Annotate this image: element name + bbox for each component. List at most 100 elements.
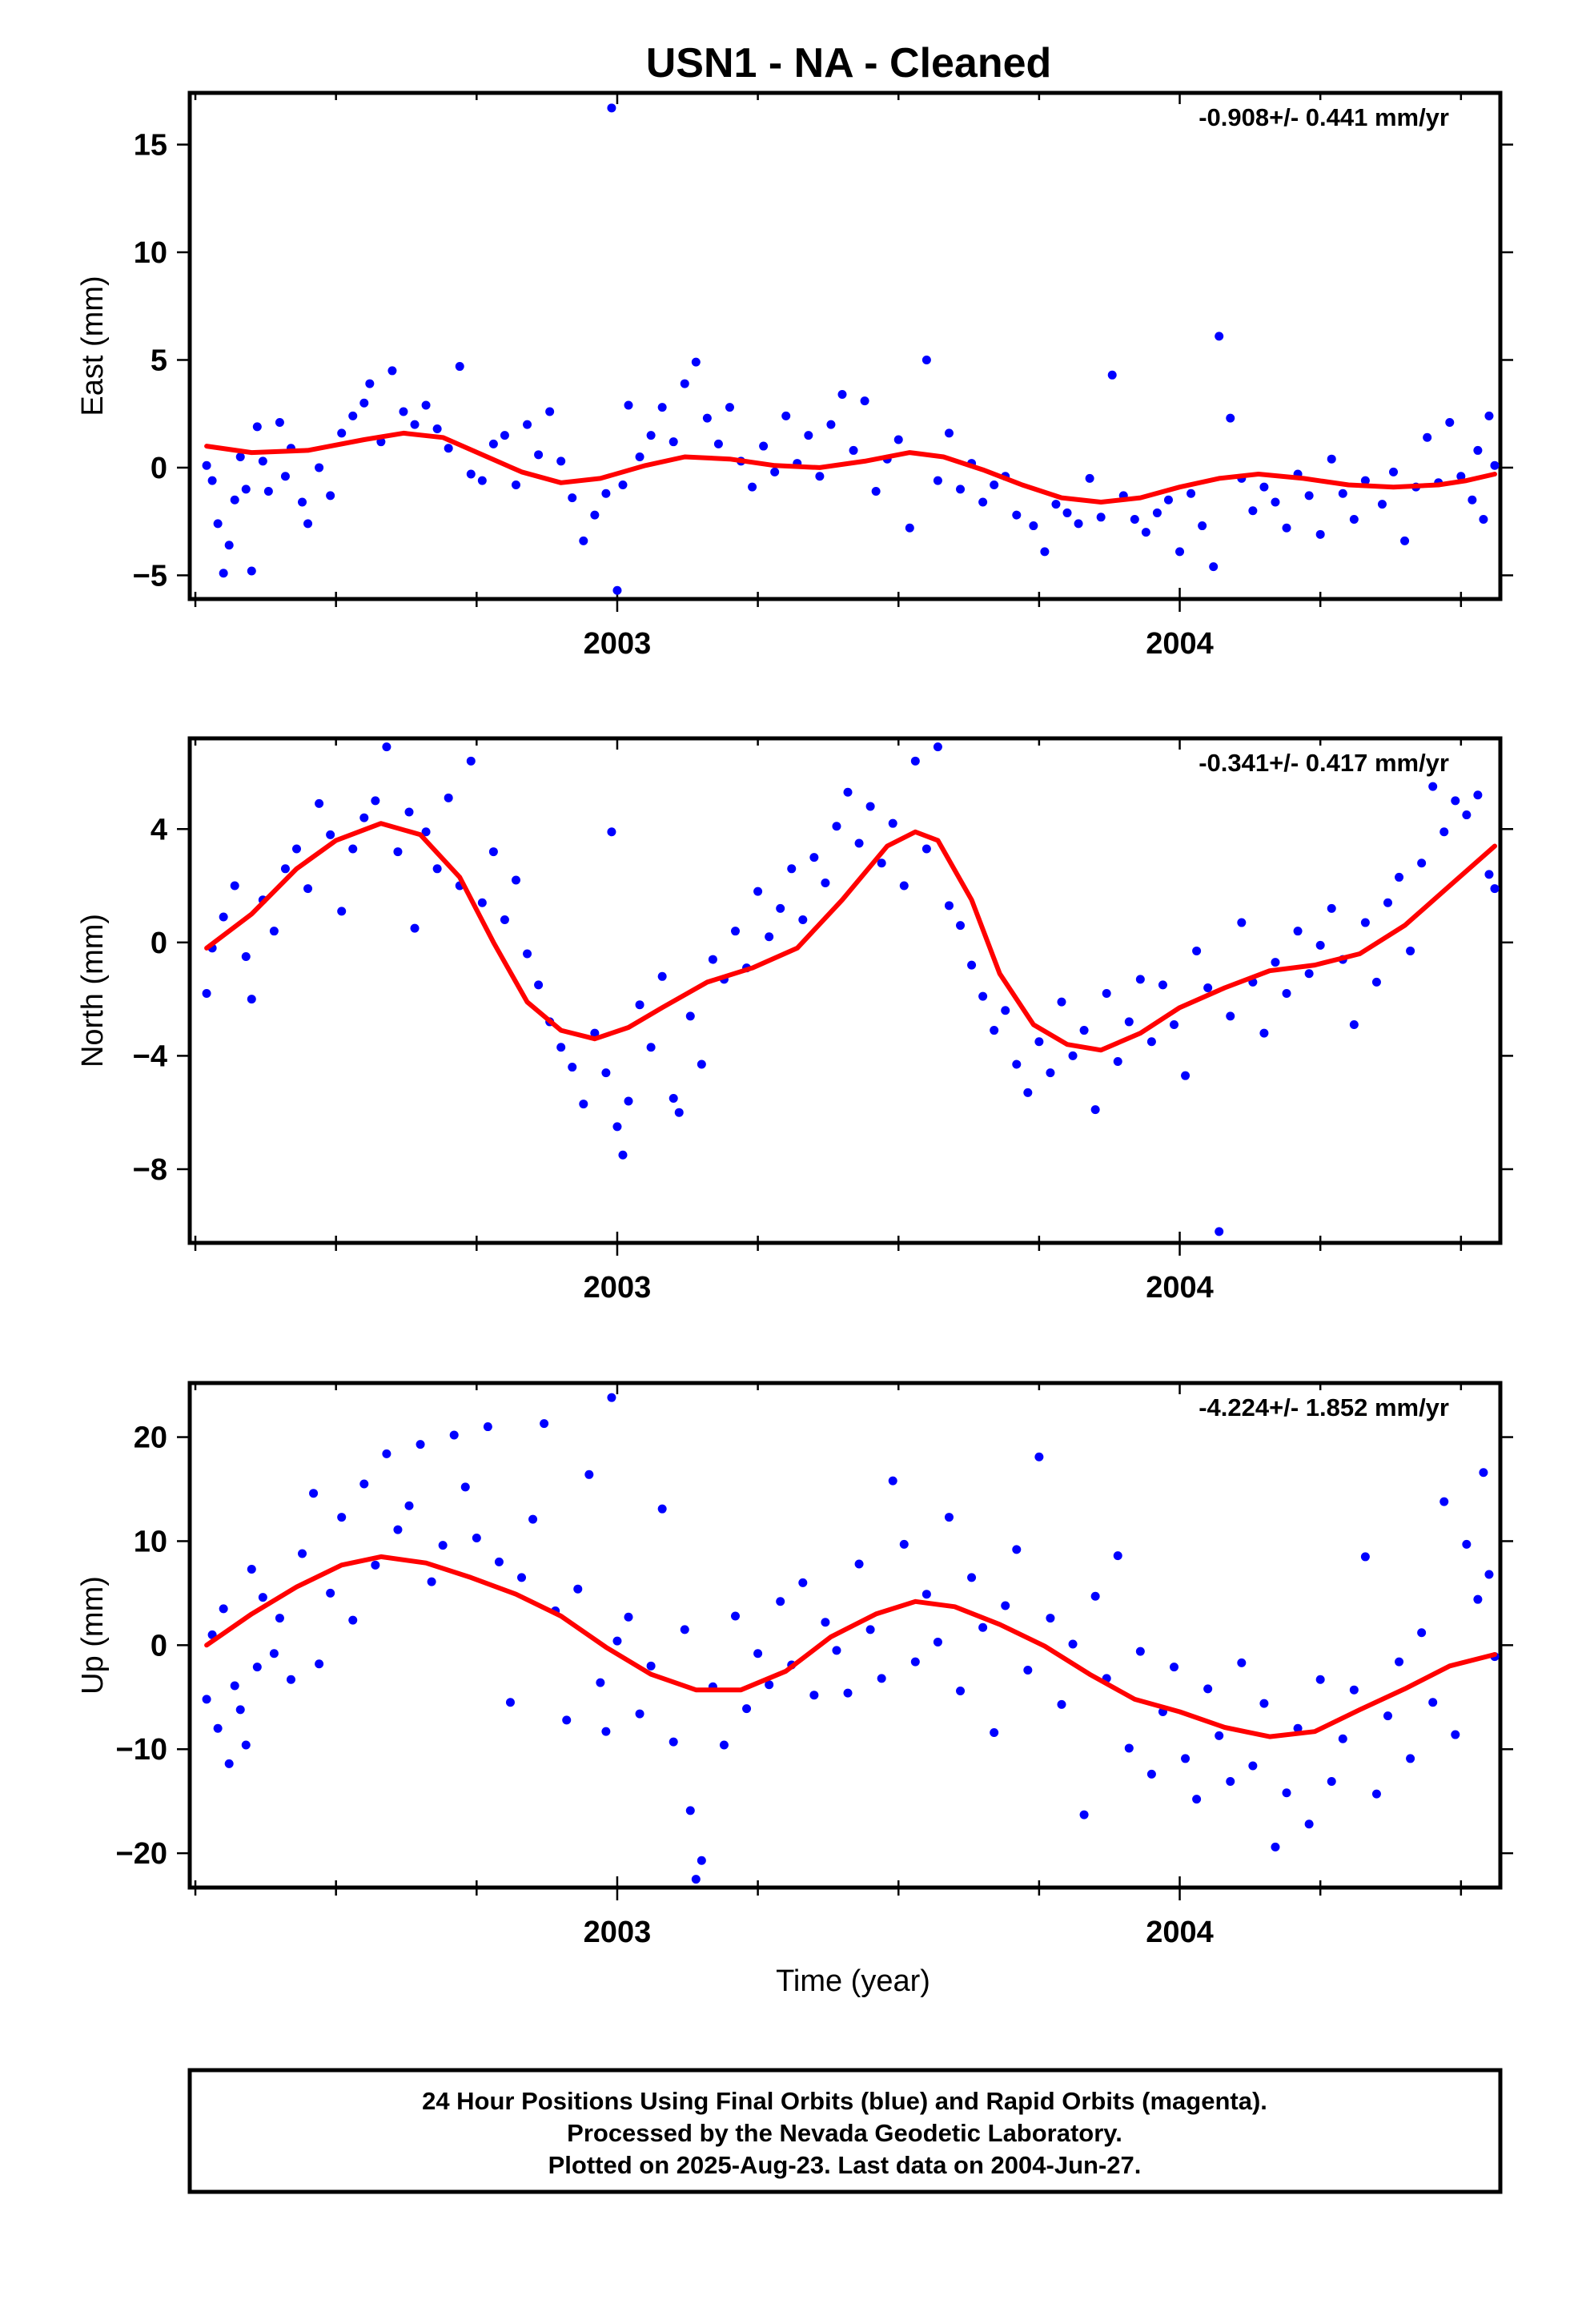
data-point <box>624 400 633 410</box>
rate-annotation: -0.908+/- 0.441 mm/yr <box>1199 103 1449 131</box>
final-orbit-points <box>202 1393 1500 1884</box>
data-point <box>427 1577 436 1586</box>
data-point <box>860 396 869 406</box>
data-point <box>213 1723 223 1733</box>
data-point <box>1423 432 1432 442</box>
data-point <box>511 875 520 885</box>
data-point <box>382 742 391 752</box>
footer-line-3: Plotted on 2025-Aug-23. Last data on 200… <box>548 2151 1142 2179</box>
data-point <box>1141 528 1150 537</box>
data-point <box>466 756 476 766</box>
data-point <box>1001 1601 1010 1610</box>
data-point <box>1113 1056 1122 1066</box>
y-tick-label: −4 <box>133 1039 167 1073</box>
data-point <box>1046 1614 1055 1623</box>
x-tick-label: 2003 <box>584 627 652 661</box>
data-point <box>854 838 864 848</box>
data-point <box>1371 977 1381 987</box>
data-point <box>1096 513 1106 522</box>
data-point <box>944 1513 954 1522</box>
data-point <box>685 1011 695 1021</box>
data-point <box>1237 918 1247 927</box>
data-point <box>601 1068 611 1078</box>
data-point <box>1428 782 1438 791</box>
data-point <box>956 921 966 931</box>
data-point <box>624 1096 633 1106</box>
data-point <box>956 485 966 494</box>
data-point <box>933 476 942 485</box>
data-point <box>348 844 358 854</box>
data-point <box>1282 989 1291 999</box>
data-point <box>280 472 290 481</box>
data-point <box>669 1737 678 1747</box>
data-point <box>562 1715 572 1725</box>
data-point <box>1484 870 1494 879</box>
data-point <box>944 901 954 911</box>
data-point <box>275 1614 284 1623</box>
data-point <box>635 1709 644 1719</box>
final-orbit-points <box>202 103 1500 595</box>
data-point <box>568 1063 577 1072</box>
data-point <box>1090 1105 1100 1115</box>
data-point <box>657 971 667 981</box>
data-point <box>1259 1699 1269 1708</box>
rate-annotation: -0.341+/- 0.417 mm/yr <box>1199 749 1449 777</box>
data-point <box>978 497 988 507</box>
data-point <box>1371 1789 1381 1799</box>
data-point <box>1473 445 1483 455</box>
data-point <box>1226 1777 1235 1787</box>
data-point <box>921 355 931 364</box>
data-point <box>326 491 335 501</box>
data-point <box>685 1806 695 1815</box>
data-point <box>607 1393 616 1402</box>
data-point <box>382 1449 391 1458</box>
data-point <box>1040 547 1050 557</box>
data-point <box>871 487 881 497</box>
data-point <box>258 1593 267 1602</box>
data-point <box>472 1534 481 1543</box>
data-point <box>1360 918 1370 927</box>
data-point <box>337 1513 347 1522</box>
north-panel: 2003 2004 −8 −4 0 4 North (mm) -0.341+/- 0.417 … <box>76 736 1513 1305</box>
data-point <box>315 798 324 808</box>
data-point <box>1451 796 1460 806</box>
y-tick-label: 15 <box>134 129 167 163</box>
data-point <box>449 1430 459 1440</box>
data-point <box>1209 562 1219 572</box>
data-point <box>815 472 825 481</box>
data-point <box>584 1470 594 1479</box>
data-point <box>809 1691 819 1700</box>
data-point <box>821 1618 830 1627</box>
data-point <box>753 1649 763 1659</box>
x-tick-label: 2003 <box>584 1271 652 1305</box>
data-point <box>438 1541 448 1550</box>
data-point <box>1186 489 1196 498</box>
data-point <box>1012 1545 1022 1554</box>
data-point <box>1215 1731 1224 1740</box>
data-point <box>303 884 313 894</box>
final-orbit-points <box>202 742 1500 1236</box>
data-point <box>348 411 358 420</box>
data-point <box>770 467 780 476</box>
data-point <box>1248 1761 1258 1771</box>
y-tick-label: 0 <box>151 452 167 485</box>
data-point <box>1226 413 1235 423</box>
data-point <box>235 452 245 462</box>
data-point <box>1293 1723 1303 1733</box>
data-point <box>832 1646 841 1655</box>
data-point <box>1383 898 1392 907</box>
data-point <box>804 431 813 440</box>
data-point <box>1248 506 1258 516</box>
data-point <box>444 793 453 802</box>
data-point <box>1181 1071 1191 1080</box>
data-point <box>910 1657 920 1667</box>
data-point <box>286 1675 295 1684</box>
data-point <box>967 1573 977 1582</box>
x-tick-label: 2004 <box>1146 1916 1214 1949</box>
data-point <box>910 756 920 766</box>
data-point <box>280 864 290 874</box>
data-point <box>849 445 858 455</box>
data-point <box>303 519 313 529</box>
data-point <box>1462 1539 1472 1549</box>
data-point <box>1479 514 1488 524</box>
